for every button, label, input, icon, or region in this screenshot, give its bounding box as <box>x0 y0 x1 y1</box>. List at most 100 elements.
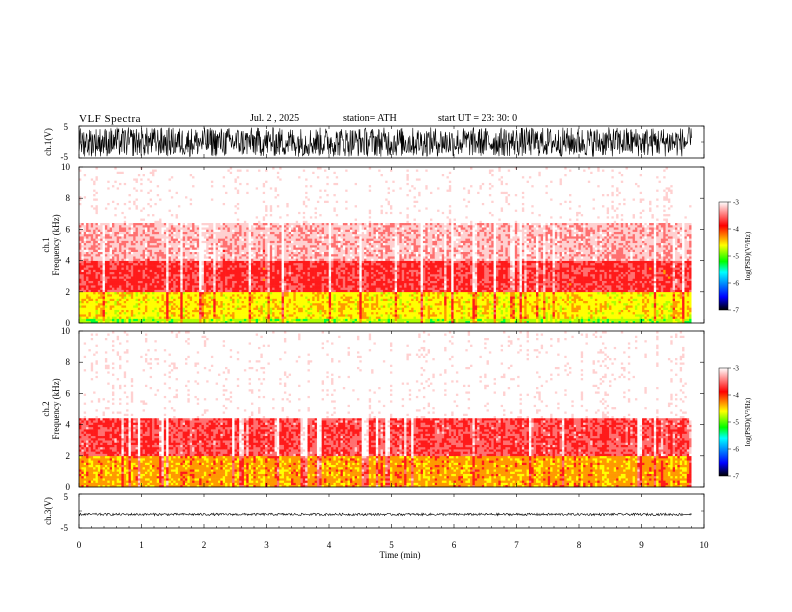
spectrogram-cell <box>454 314 457 317</box>
spectrogram-cell <box>498 296 501 299</box>
spectrogram-cell <box>576 287 579 290</box>
spectrogram-cell <box>439 290 442 293</box>
spectrogram-cell <box>331 290 334 293</box>
spectrogram-cell <box>529 307 532 310</box>
spectrogram-cell <box>524 307 527 310</box>
spectrogram-cell <box>147 314 150 317</box>
spectrogram-cell <box>541 319 544 322</box>
spectrogram-cell <box>560 294 563 297</box>
spectrogram-cell <box>180 281 183 284</box>
spectrogram-cell <box>651 290 654 293</box>
spectrogram-cell <box>491 281 494 284</box>
spectrogram-cell <box>583 310 586 313</box>
spectrogram-cell <box>635 292 638 295</box>
spectrogram-cell <box>308 303 311 306</box>
spectrogram-cell <box>338 319 341 322</box>
spectrogram-cell <box>647 290 650 293</box>
spectrogram-cell <box>359 310 362 313</box>
spectrogram-cell <box>614 316 617 319</box>
spectrogram-cell <box>602 303 605 306</box>
spectrogram-cell <box>659 290 662 293</box>
spectrogram-cell <box>644 292 647 295</box>
spectrogram-cell <box>635 287 638 290</box>
spectrogram-cell <box>661 287 664 290</box>
spectrogram-cell <box>345 292 348 295</box>
spectrogram-cell <box>110 290 113 293</box>
spectrogram-cell <box>143 316 146 319</box>
spectrogram-cell <box>626 301 629 304</box>
spectrogram-cell <box>319 305 322 308</box>
spectrogram-cell <box>503 283 506 286</box>
spectrogram-cell <box>176 298 179 301</box>
spectrogram-cell <box>555 301 558 304</box>
spectrogram-cell <box>119 316 122 319</box>
spectrogram-cell <box>583 312 586 315</box>
spectrogram-cell <box>315 292 318 295</box>
spectrogram-cell <box>279 298 282 301</box>
spectrogram-cell <box>569 294 572 297</box>
spectrogram-cell <box>484 294 487 297</box>
spectrogram-cell <box>470 316 473 319</box>
spectrogram-cell <box>190 316 193 319</box>
spectrogram-cell <box>402 307 405 310</box>
spectrogram-cell <box>183 292 186 295</box>
spectrogram-cell <box>308 312 311 315</box>
spectrogram-cell <box>91 314 94 317</box>
spectrogram-cell <box>576 292 579 295</box>
spectrogram-cell <box>223 283 226 286</box>
spectrogram-cell <box>350 281 353 284</box>
spectrogram-cell <box>251 283 254 286</box>
spectrogram-cell <box>442 294 445 297</box>
spectrogram-cell <box>126 296 129 299</box>
spectrogram-cell <box>585 316 588 319</box>
spectrogram-cell <box>578 290 581 293</box>
spectrogram-cell <box>534 316 537 319</box>
spectrogram-cell <box>472 310 475 313</box>
spectrogram-cell <box>173 290 176 293</box>
spectrogram-cell <box>541 316 544 319</box>
spectrogram-cell <box>256 314 259 317</box>
spectrogram-cell <box>289 303 292 306</box>
spectrogram-cell <box>510 307 513 310</box>
spectrogram-cell <box>86 285 89 288</box>
ch1-ytick-top: 5 <box>64 122 69 132</box>
spectrogram-cell <box>477 285 480 288</box>
spectrogram-cell <box>204 283 207 286</box>
spectrogram-cell <box>348 287 351 290</box>
spectrogram-cell <box>411 303 414 306</box>
spectrogram-cell <box>239 316 242 319</box>
spectrogram-cell <box>124 290 127 293</box>
spectrogram-cell <box>414 283 417 286</box>
spectrogram-cell <box>661 294 664 297</box>
spectrogram-cell <box>659 292 662 295</box>
spectrogram-cell <box>684 307 687 310</box>
spectrogram-cell <box>465 296 468 299</box>
spectrogram-cell <box>166 312 169 315</box>
spectrogram-cell <box>173 314 176 317</box>
spectrogram-cell <box>352 283 355 286</box>
spectrogram-cell <box>588 298 591 301</box>
spectrogram-cell <box>303 305 306 308</box>
spectrogram-cell <box>680 281 683 284</box>
spectrogram-cell <box>202 307 205 310</box>
spectrogram-cell <box>654 310 657 313</box>
spectrogram-cell <box>194 283 197 286</box>
spectrogram-cell <box>279 283 282 286</box>
spectrogram-cell <box>159 278 162 281</box>
spectrogram-cell <box>494 310 497 313</box>
spectrogram-cell <box>296 292 299 295</box>
spectrogram-cell <box>472 312 475 315</box>
spectrogram-cell <box>588 285 591 288</box>
spectrogram-cell <box>263 312 266 315</box>
spectrogram-cell <box>161 296 164 299</box>
spectrogram-cell <box>423 283 426 286</box>
spectrogram-cell <box>585 312 588 315</box>
spectrogram-cell <box>260 296 263 299</box>
spectrogram-cell <box>675 296 678 299</box>
spectrogram-cell <box>282 285 285 288</box>
spectrogram-cell <box>416 294 419 297</box>
spectrogram-cell <box>677 294 680 297</box>
spectrogram-cell <box>406 301 409 304</box>
spectrogram-cell <box>458 294 461 297</box>
spectrogram-cell <box>242 312 245 315</box>
